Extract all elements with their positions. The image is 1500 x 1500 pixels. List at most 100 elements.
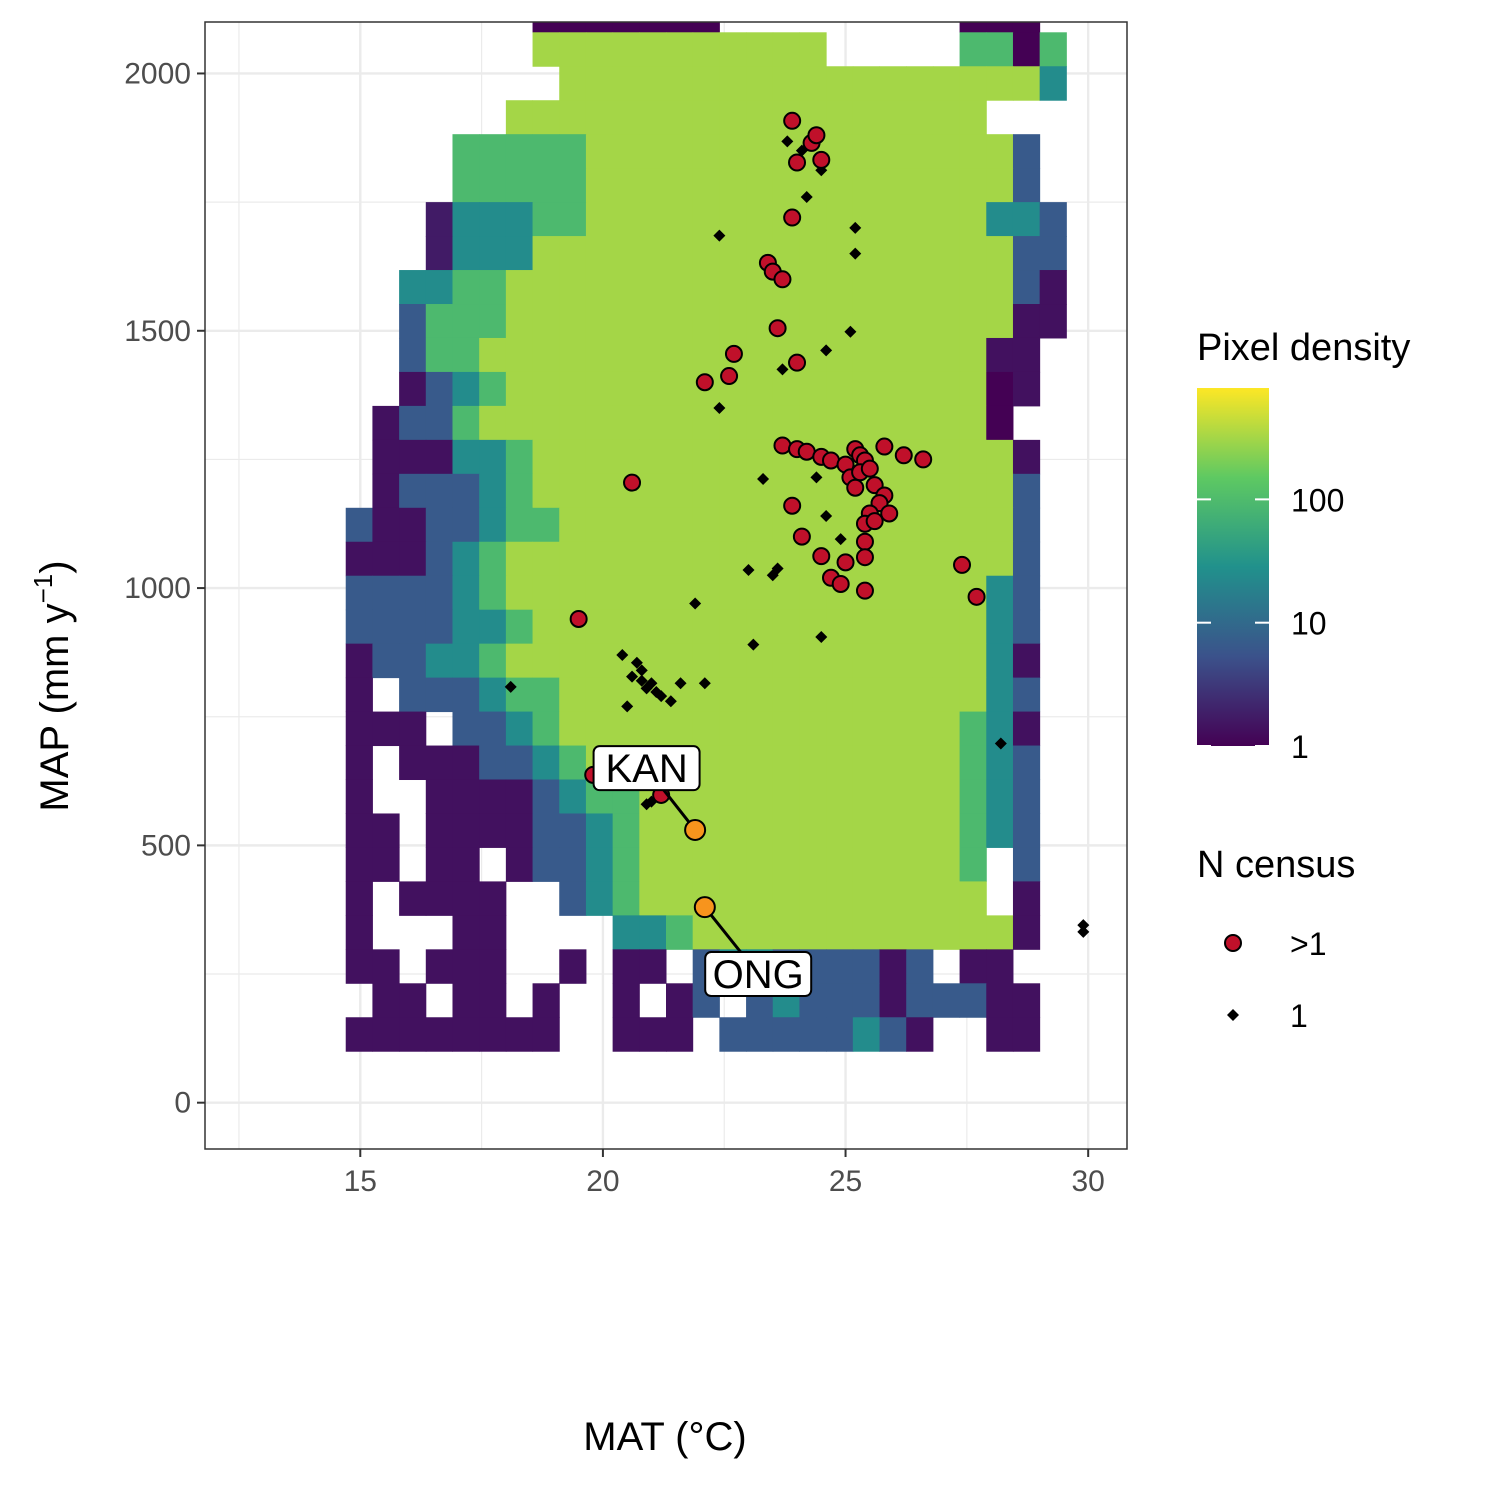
heatmap-tile xyxy=(986,473,1014,509)
x-tick-label: 15 xyxy=(344,1165,377,1198)
single-census-point xyxy=(820,510,833,523)
heatmap-tile xyxy=(799,575,827,611)
multi-census-point xyxy=(855,548,874,567)
heatmap-tile xyxy=(585,32,614,67)
heatmap-tile xyxy=(372,1017,400,1052)
heatmap-tile xyxy=(1012,134,1041,169)
heatmap-tile xyxy=(452,371,480,407)
heatmap-tile xyxy=(639,541,667,577)
heatmap-tile xyxy=(746,439,774,475)
site-label-box xyxy=(704,951,813,998)
heatmap-tile xyxy=(666,22,694,33)
heatmap-tile xyxy=(452,847,480,882)
heatmap-tile xyxy=(399,677,427,713)
heatmap-tile xyxy=(505,1017,534,1052)
legend-key-diamond xyxy=(1227,1009,1239,1021)
heatmap-tile xyxy=(505,813,534,848)
fill-legend: Pixel density 1 10 100 xyxy=(1197,327,1410,765)
heatmap-tile xyxy=(479,745,507,781)
heatmap-tile xyxy=(826,202,854,237)
heatmap-tile xyxy=(612,983,640,1018)
heatmap-tile xyxy=(345,507,373,543)
heatmap-tile xyxy=(639,439,667,475)
heatmap-tile xyxy=(906,983,934,1018)
heatmap-tile xyxy=(852,405,881,441)
heatmap-tile xyxy=(425,949,453,984)
heatmap-tile xyxy=(559,745,587,781)
heatmap-tile xyxy=(959,22,987,33)
heatmap-tile xyxy=(692,270,720,305)
heatmap-tile xyxy=(372,405,400,441)
heatmap-tile xyxy=(746,202,774,237)
heatmap-tile xyxy=(932,236,961,271)
heatmap-tile xyxy=(959,779,987,814)
heatmap-tile xyxy=(425,1017,453,1052)
heatmap-tile xyxy=(452,507,480,543)
heatmap-tile xyxy=(799,643,827,679)
heatmap-tile xyxy=(479,541,507,577)
heatmap-tile xyxy=(425,405,453,441)
heatmap-tile xyxy=(826,949,854,984)
heatmap-tile xyxy=(666,541,694,577)
heatmap-tile xyxy=(532,847,560,882)
heatmap-tile xyxy=(559,66,587,101)
heatmap-tile xyxy=(666,236,694,271)
heatmap-tile xyxy=(986,983,1014,1018)
heatmap-tile xyxy=(772,745,800,781)
heatmap-tile xyxy=(532,405,560,441)
heatmap-tile xyxy=(852,1017,881,1052)
heatmap-tile xyxy=(932,168,961,203)
heatmap-tile xyxy=(772,779,800,814)
multi-census-point xyxy=(569,609,588,628)
heatmap-tile xyxy=(639,915,667,950)
heatmap-tile xyxy=(532,1017,560,1052)
heatmap-tile xyxy=(425,202,453,237)
heatmap-tile xyxy=(852,609,881,645)
heatmap-tile xyxy=(425,304,453,339)
heatmap-tile xyxy=(399,270,427,305)
single-census-point xyxy=(640,682,653,695)
heatmap-tile xyxy=(585,575,614,611)
heatmap-tile xyxy=(799,270,827,305)
heatmap-tile xyxy=(932,202,961,237)
heatmap-tile xyxy=(666,983,694,1018)
heatmap-tile xyxy=(479,881,507,916)
heatmap-tile xyxy=(906,711,934,747)
multi-census-point xyxy=(773,436,792,455)
heatmap-tile xyxy=(1012,236,1041,271)
heatmap-tile xyxy=(425,745,453,781)
heatmap-tile xyxy=(585,22,614,33)
heatmap-tile xyxy=(692,337,720,373)
heatmap-tile xyxy=(559,881,587,916)
heatmap-tile xyxy=(585,847,614,882)
heatmap-tile xyxy=(479,779,507,814)
heatmap-tile xyxy=(452,337,480,373)
heatmap-tile xyxy=(879,405,907,441)
heatmap-tile xyxy=(852,371,881,407)
heatmap-tile xyxy=(1012,541,1041,577)
heatmap-tile xyxy=(852,949,881,984)
heatmap-tile xyxy=(772,168,800,203)
heatmap-tile xyxy=(666,609,694,645)
heatmap-tile xyxy=(959,949,987,984)
heatmap-tile xyxy=(906,1017,934,1052)
heatmap-tile xyxy=(666,32,694,67)
multi-census-point xyxy=(695,373,714,392)
heatmap-tile xyxy=(959,100,987,135)
heatmap-tile xyxy=(639,168,667,203)
heatmap-tile xyxy=(479,983,507,1018)
heatmap-tile xyxy=(1012,168,1041,203)
heatmap-tile xyxy=(639,507,667,543)
y-tick-label: 2000 xyxy=(124,57,191,90)
heatmap-tile xyxy=(1012,337,1041,373)
heatmap-tile xyxy=(666,847,694,882)
heatmap-tile xyxy=(826,983,854,1018)
heatmap-tile xyxy=(959,202,987,237)
heatmap-tile xyxy=(826,405,854,441)
multi-census-point xyxy=(812,150,831,169)
heatmap-tile xyxy=(666,66,694,101)
heatmap-tile xyxy=(532,779,560,814)
site-label: KAN xyxy=(605,747,687,791)
heatmap-tile xyxy=(1012,711,1041,747)
heatmap-tile xyxy=(612,100,640,135)
